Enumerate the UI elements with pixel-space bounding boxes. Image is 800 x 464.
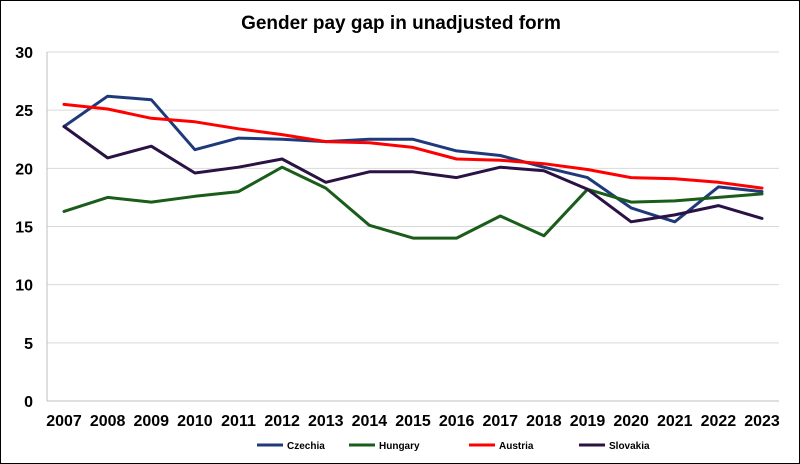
x-tick-label: 2009 xyxy=(133,413,169,430)
legend-label: Hungary xyxy=(379,441,420,452)
x-tick-label: 2015 xyxy=(395,413,431,430)
legend-label: Czechia xyxy=(287,441,325,452)
series-line-czechia xyxy=(62,94,764,224)
chart-title: Gender pay gap in unadjusted form xyxy=(241,13,561,34)
series-lines xyxy=(62,94,764,240)
x-tick-label: 2021 xyxy=(657,413,693,430)
x-tick-label: 2017 xyxy=(482,413,518,430)
x-tick-label: 2018 xyxy=(526,413,562,430)
y-tick-label: 20 xyxy=(15,161,33,178)
x-tick-label: 2010 xyxy=(177,413,213,430)
gridlines xyxy=(47,51,779,344)
y-tick-label: 30 xyxy=(15,45,33,62)
y-tick-label: 25 xyxy=(15,103,33,120)
x-tick-label: 2008 xyxy=(90,413,126,430)
y-tick-label: 0 xyxy=(24,394,33,411)
y-tick-label: 15 xyxy=(15,220,33,237)
legend-item-czechia: Czechia xyxy=(257,441,325,452)
legend-item-austria: Austria xyxy=(469,441,534,452)
y-axis-ticks: 0 5 10 15 20 25 30 xyxy=(15,45,33,411)
x-tick-label: 2023 xyxy=(744,413,780,430)
legend-item-slovakia: Slovakia xyxy=(579,441,650,452)
x-tick-label: 2014 xyxy=(352,413,388,430)
series-line-slovakia xyxy=(62,125,764,224)
y-tick-label: 10 xyxy=(15,278,33,295)
x-tick-label: 2013 xyxy=(308,413,344,430)
x-tick-label: 2007 xyxy=(46,413,82,430)
x-tick-label: 2019 xyxy=(570,413,606,430)
x-tick-label: 2011 xyxy=(221,413,256,430)
x-tick-label: 2020 xyxy=(613,413,649,430)
legend-label: Slovakia xyxy=(609,441,650,452)
series-line-austria xyxy=(62,102,764,190)
x-tick-label: 2016 xyxy=(439,413,475,430)
legend: Czechia Hungary Austria Slovakia xyxy=(257,441,650,452)
x-tick-label: 2012 xyxy=(264,413,300,430)
legend-label: Austria xyxy=(499,441,534,452)
x-axis-ticks: 2007 2008 2009 2010 2011 2012 2013 2014 2015 2016… xyxy=(46,413,780,430)
legend-item-hungary: Hungary xyxy=(349,441,420,452)
x-tick-label: 2022 xyxy=(701,413,737,430)
axes xyxy=(46,52,779,402)
y-tick-label: 5 xyxy=(24,336,33,353)
series-line-hungary xyxy=(62,165,764,240)
